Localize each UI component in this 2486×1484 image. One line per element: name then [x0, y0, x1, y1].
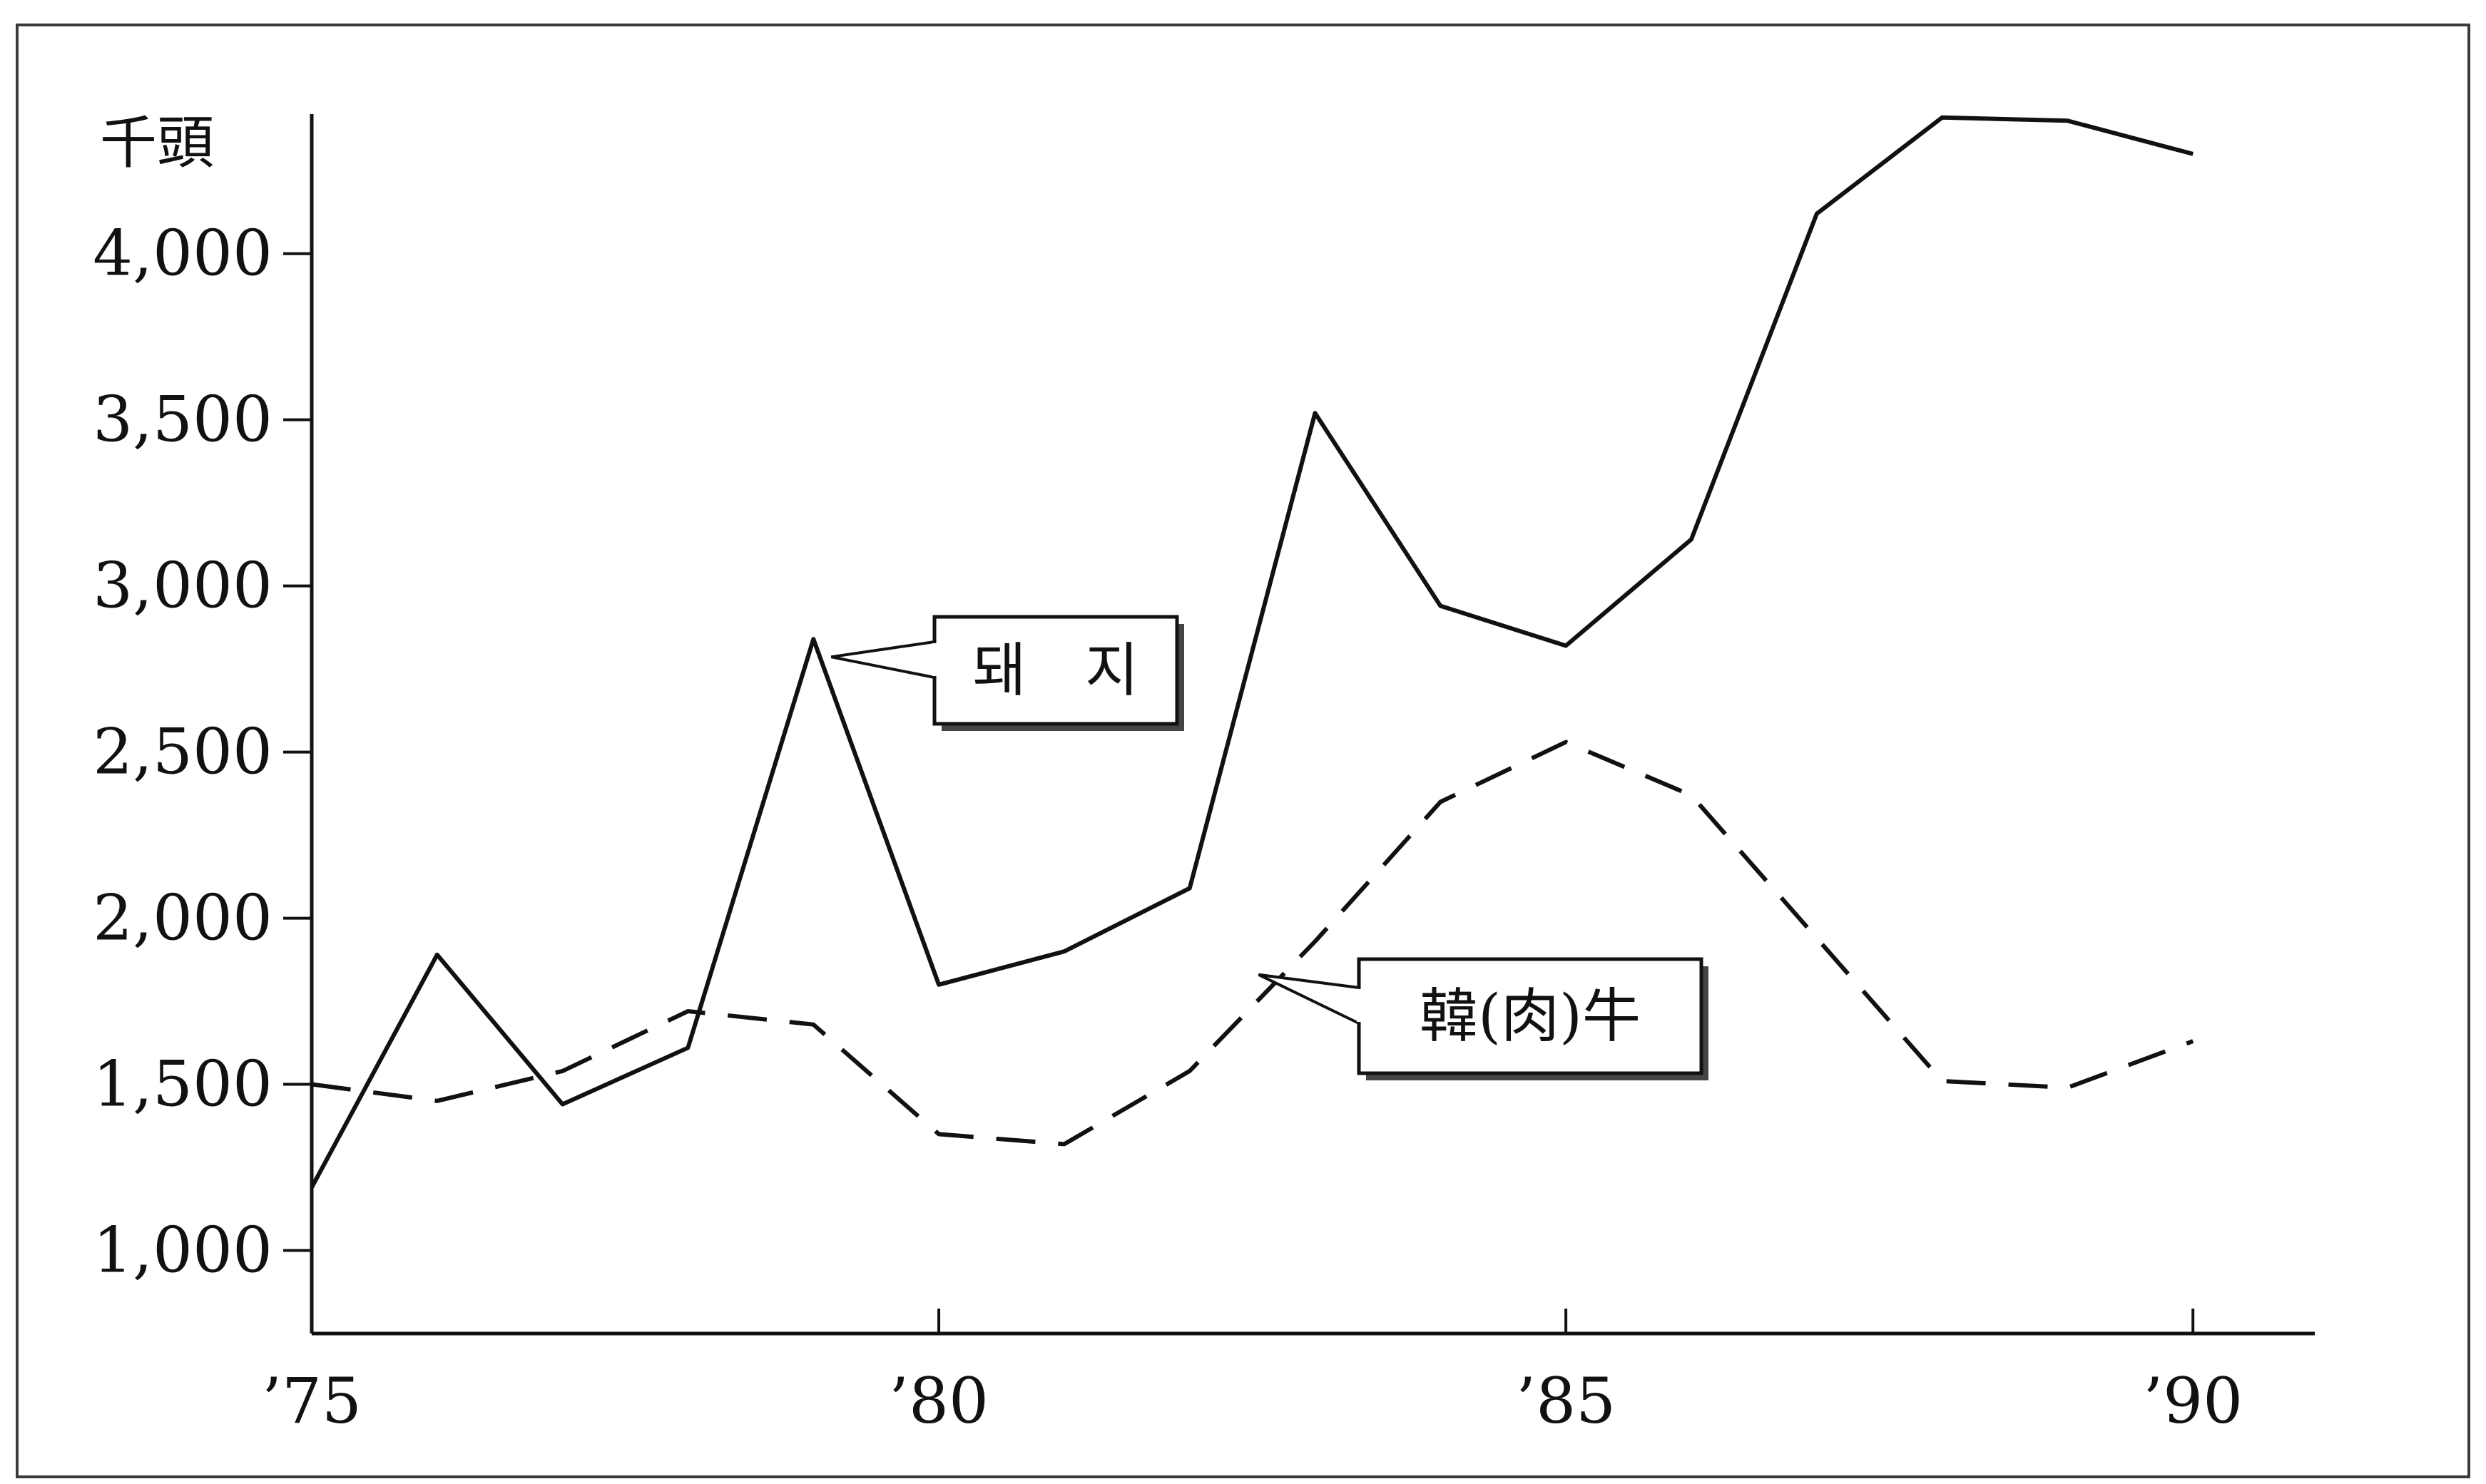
y-tick-label: 3,500 [93, 383, 272, 456]
y-tick-label: 1,500 [93, 1048, 272, 1121]
y-unit-label: 千頭 [100, 110, 214, 176]
callout-pointer [1258, 973, 1360, 1025]
y-tick-label: 3,000 [93, 549, 272, 623]
y-tick-label: 1,000 [93, 1214, 272, 1287]
y-tick-label: 2,000 [93, 881, 272, 955]
callout-hanwoo: 韓(肉)牛 [1258, 957, 1708, 1080]
y-tick-label: 4,000 [93, 217, 272, 290]
x-tick-label: ’80 [889, 1364, 989, 1438]
chart-frame [16, 24, 2470, 1478]
x-tick-label: ’75 [262, 1364, 362, 1438]
y-tick-label: 2,500 [93, 715, 272, 789]
x-tick-label: ’85 [1516, 1364, 1616, 1438]
series-line-pig [310, 115, 2194, 1189]
y-axis-ticks: 1,000 1,500 2,000 2,500 3,000 3,500 4,000 [93, 217, 312, 1287]
series-callouts: 돼 지 韓(肉)牛 [830, 615, 1708, 1080]
x-tick-label: ’90 [2143, 1364, 2243, 1438]
callout-pointer [830, 640, 935, 679]
series-layer [310, 115, 2194, 1189]
axes [310, 114, 2315, 1336]
series-label: 韓(肉)牛 [1420, 983, 1641, 1050]
callout-box [932, 615, 1179, 726]
x-axis-ticks: ’75 ’80 ’85 ’90 [262, 1309, 2243, 1438]
series-line-hanwoo [311, 740, 2194, 1147]
callout-pig: 돼 지 [830, 615, 1184, 731]
series-label: 돼 지 [973, 637, 1139, 705]
